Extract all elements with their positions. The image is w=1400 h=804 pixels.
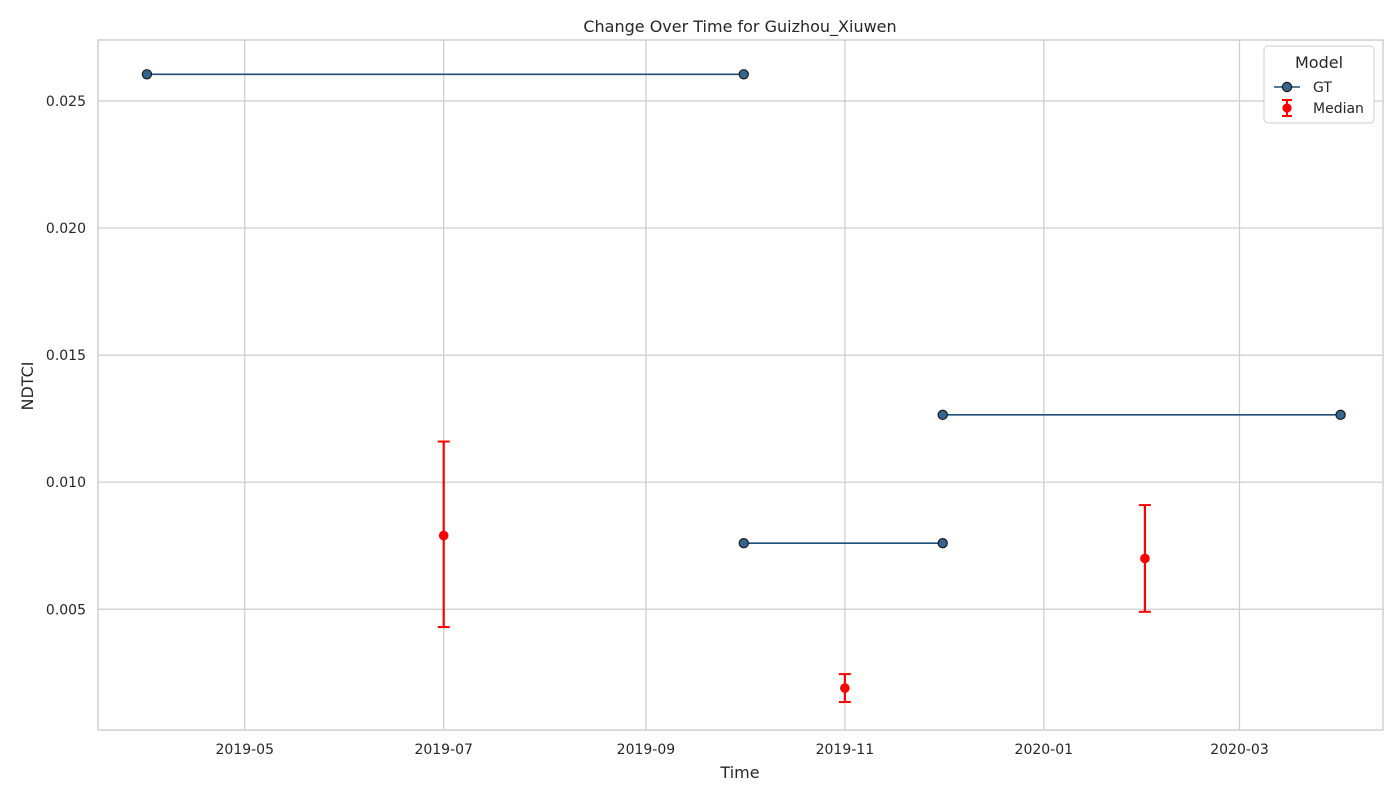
x-tick-label: 2020-01 — [1015, 742, 1074, 758]
gt-point — [738, 538, 749, 549]
x-axis-label: Time — [719, 763, 759, 782]
legend-label-median: Median — [1313, 101, 1364, 117]
legend-label-gt: GT — [1313, 80, 1332, 96]
legend-box — [1263, 45, 1375, 124]
legend: Model GT Median — [1263, 45, 1375, 124]
plot-border — [97, 39, 1384, 731]
gt-point — [937, 538, 948, 549]
grid-lines — [98, 40, 1383, 730]
legend-median-marker — [1282, 103, 1292, 113]
y-tick-label: 0.005 — [46, 602, 86, 618]
x-tick-label: 2019-07 — [414, 742, 473, 758]
median-series — [437, 440, 1151, 704]
gt-series — [141, 69, 1346, 549]
legend-gt-marker — [1281, 81, 1293, 93]
x-tick-label: 2019-05 — [216, 742, 275, 758]
x-tick-label: 2019-11 — [816, 742, 875, 758]
y-axis-label: NDTCI — [18, 361, 37, 410]
chart-title: Change Over Time for Guizhou_Xiuwen — [583, 17, 896, 37]
gt-point — [738, 69, 749, 80]
median-point — [438, 530, 449, 541]
legend-title: Model — [1295, 53, 1343, 72]
tick-labels: 2019-05 2019-07 2019-09 2019-11 2020-01 2020-… — [46, 94, 1269, 758]
median-point — [1140, 553, 1150, 564]
gt-point — [141, 69, 153, 80]
legend-entry-gt: GT — [1274, 80, 1332, 96]
y-tick-label: 0.010 — [46, 475, 86, 491]
y-tick-label: 0.025 — [46, 94, 86, 110]
x-tick-label: 2020-03 — [1210, 742, 1269, 758]
plot-frame — [97, 39, 1384, 731]
y-tick-label: 0.015 — [46, 348, 86, 364]
gt-point — [937, 409, 948, 421]
legend-entry-median: Median — [1282, 99, 1364, 117]
x-tick-label: 2019-09 — [617, 742, 676, 758]
gt-point — [1335, 409, 1346, 421]
median-point — [840, 683, 850, 693]
y-tick-label: 0.020 — [46, 221, 86, 237]
